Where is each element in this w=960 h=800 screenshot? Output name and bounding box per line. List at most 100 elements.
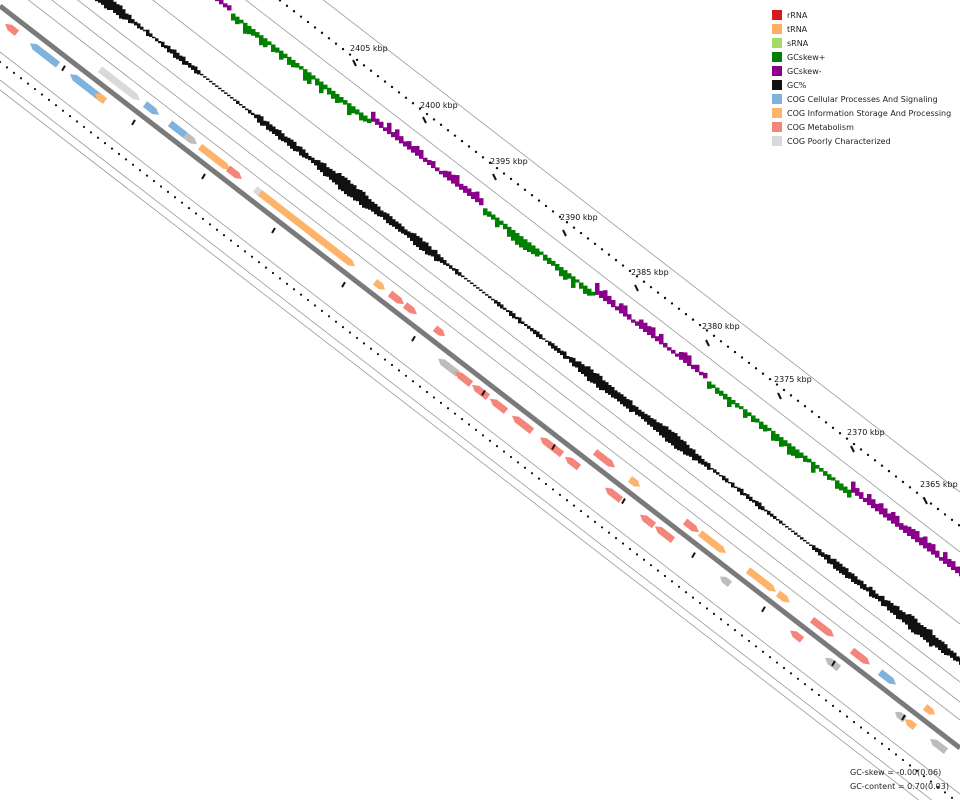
gc-content-bar (950, 650, 954, 658)
gc-content-bar (101, 0, 105, 5)
scale-dot (558, 493, 562, 496)
ring-guide-line (0, 79, 933, 800)
gc-content-bar (257, 114, 261, 123)
gc-skew-bar (583, 285, 588, 294)
gc-skew-bar (735, 403, 740, 408)
inner-scale-ticks (61, 65, 906, 721)
gc-skew-bar (475, 191, 480, 203)
gc-content-bar (842, 566, 846, 575)
scale-dot (726, 623, 730, 626)
gc-skew-bar (591, 291, 596, 296)
gc-content-bar (104, 0, 108, 9)
scale-dot (446, 129, 450, 132)
gc-content-bar (578, 361, 582, 373)
scale-dot (768, 377, 772, 381)
gc-content-bar (695, 453, 699, 461)
gc-content-bar (260, 116, 264, 126)
gc-content-bar (413, 233, 417, 246)
gc-content-bar (236, 100, 240, 104)
cds-arrow-shape (849, 647, 871, 665)
scale-dot (768, 656, 772, 659)
major-tick (777, 392, 782, 400)
gc-skew-bar (815, 464, 820, 469)
gc-skew-bar (539, 251, 544, 255)
scale-dot (824, 699, 828, 702)
scale-dot (635, 275, 639, 278)
gc-content-bar (332, 170, 336, 183)
scale-dot (355, 58, 359, 62)
scale-dot (418, 385, 422, 388)
scale-dot (915, 491, 919, 494)
gc-skew-bar (843, 486, 848, 493)
gc-content-bar (338, 172, 342, 190)
gc-content-bar (164, 45, 168, 49)
cds-arrow-shape (877, 669, 896, 685)
cds-arrow (372, 279, 385, 290)
gc-content-bar (902, 612, 906, 623)
gc-content-bar (809, 544, 813, 547)
gc-skew-track (215, 0, 960, 577)
gc-skew-bar (771, 430, 776, 441)
tick-label-2365: 2365 kbp (920, 480, 958, 489)
scale-dot (880, 464, 884, 467)
scale-dot (635, 553, 639, 556)
gc-content-bar (872, 590, 876, 598)
cds-arrow (387, 290, 405, 305)
gc-content-bar (812, 545, 816, 550)
gc-skew-bar (879, 503, 884, 515)
scale-dot (761, 372, 765, 375)
gc-skew-bar (515, 233, 520, 245)
gc-content-bar (461, 275, 465, 278)
cds-arrow-shape (472, 384, 491, 400)
scale-dot (901, 758, 905, 762)
scale-dot (334, 42, 338, 45)
gc-content-bar (533, 329, 537, 335)
gc-skew-bar (631, 319, 636, 323)
cds-arrow (307, 228, 355, 267)
scale-dot (425, 112, 429, 116)
scale-dot (201, 217, 205, 221)
scale-dot (341, 326, 345, 329)
scale-dot (712, 612, 716, 615)
scale-dot (845, 437, 849, 440)
scale-tick (691, 552, 696, 559)
tick-label-2385: 2385 kbp (631, 268, 669, 277)
ring-guide-line (0, 51, 960, 795)
gc-content-bar (407, 231, 411, 238)
gc-content-bar (653, 419, 657, 430)
cds-arrow-shape (682, 518, 700, 533)
gc-skew-bar (599, 290, 604, 298)
scale-dot (537, 477, 541, 480)
scale-dot (761, 650, 765, 653)
gc-content-bar (446, 263, 450, 267)
gc-content-bar (509, 310, 513, 316)
cds-arrow-shape (30, 43, 61, 68)
scale-dot (54, 104, 58, 107)
gc-skew-bar (331, 90, 336, 99)
legend-swatch (772, 80, 782, 90)
gc-content-bar (467, 280, 471, 282)
gc-skew-bar (259, 35, 264, 46)
scale-dot (285, 282, 289, 285)
gc-skew-bar (503, 223, 508, 230)
cds-arrow (490, 398, 509, 414)
gc-skew-bar (495, 217, 500, 228)
legend-swatch (772, 52, 782, 62)
scale-dot (929, 502, 933, 505)
gc-content-bar (191, 65, 195, 70)
gc-skew-bar (351, 106, 356, 114)
cds-arrow (512, 415, 535, 434)
gc-content-bar (614, 390, 618, 399)
gc-skew-bar (651, 327, 656, 339)
gc-content-bar (269, 124, 273, 132)
gc-content-bar (956, 656, 960, 662)
scale-dot (40, 93, 44, 96)
gc-content-bar (539, 334, 543, 339)
gc-skew-bar (455, 175, 460, 187)
gc-skew-bar (307, 72, 312, 85)
gc-skew-bar (323, 84, 328, 90)
gc-skew-bar (359, 112, 364, 121)
cds-arrow-shape (142, 101, 160, 115)
gc-skew-bar (647, 326, 652, 336)
gc-skew-bar (563, 270, 568, 280)
